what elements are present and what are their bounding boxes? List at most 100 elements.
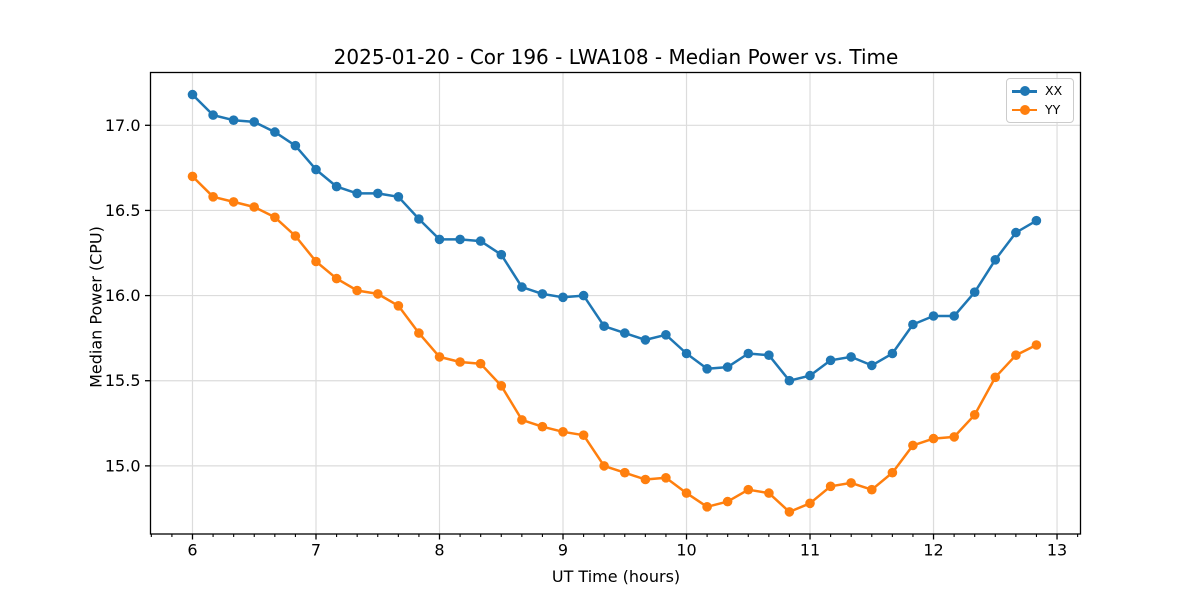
series-yy-point [1031,340,1042,350]
series-xx-point [475,236,486,246]
x-tick-label: 9 [558,541,568,560]
legend-item-xx: XX [1012,82,1068,100]
series-xx-point [764,350,774,361]
series-xx-point [434,234,445,245]
x-tick-label: 8 [434,541,444,560]
series-yy-point [187,171,198,182]
x-tick-label: 13 [1047,541,1067,560]
series-yy-point [764,488,774,498]
series-yy-point [702,502,712,512]
series-yy-point [331,273,342,284]
series-yy-point [928,433,939,444]
series-xx-point [887,348,898,359]
legend-line-marker-icon [1012,104,1037,115]
series-xx-point [249,117,259,127]
series-yy-point [290,231,301,241]
series-yy-point [373,289,383,299]
legend-line-marker-icon [1012,86,1037,97]
series-xx-point [352,188,362,199]
series-yy-point [990,372,1001,383]
series-xx-point [640,335,651,345]
series-xx-point [805,370,815,381]
series-yy-point [537,421,548,432]
series-xx-point [599,321,609,332]
series-yy-point [578,430,589,441]
series-xx-point [908,319,918,330]
series-yy-point [455,357,465,367]
series-yy-point [208,192,218,202]
series-yy-point [270,212,280,223]
series-xx-point [311,164,321,175]
series-xx-point [743,348,754,359]
plot-frame [149,71,1082,535]
series-yy-point [969,410,980,420]
series-yy-point [517,415,527,425]
series-xx-point [393,192,404,202]
series-yy-point [496,381,507,391]
x-tick-label: 11 [800,541,820,560]
y-tick-label: 16.5 [105,201,141,220]
series-yy-point [949,432,959,442]
series-yy-point [599,461,609,471]
series-yy-point [661,473,671,483]
legend: XX YY [1006,78,1074,123]
series-xx-point [969,287,980,298]
legend-item-yy: YY [1012,101,1068,119]
series-xx-point [373,188,383,199]
series-xx-point [228,115,239,125]
series-xx-point [681,348,692,359]
series-xx-point [537,289,548,299]
series-xx-point [928,311,939,321]
series-xx-point [414,214,424,224]
series-yy-point [867,484,877,495]
chart-title: 2025-01-20 - Cor 196 - LWA108 - Median P… [333,45,899,69]
series-yy-point [1011,350,1021,361]
legend-label-xx: XX [1045,83,1063,98]
series-yy-point [825,481,836,492]
series-xx-point [496,249,507,260]
series-yy-point [722,496,733,507]
series-xx-point [270,127,280,137]
series-xx-point [1011,227,1021,238]
series-xx-point [578,290,589,301]
series-yy-point [393,301,404,311]
x-tick-label: 10 [676,541,696,560]
series-yy-point [228,197,239,207]
series-xx-point [990,254,1001,265]
series-xx-point [784,375,795,386]
series-xx-point [620,328,630,338]
x-tick-label: 7 [311,541,321,560]
series-yy-point [311,256,321,267]
series-yy-point [805,498,815,509]
series-xx-point [825,355,836,366]
series-yy-point [352,285,362,296]
series-xx-point [949,311,959,321]
y-tick-label: 17.0 [105,116,141,135]
x-tick-label: 12 [923,541,943,560]
legend-label-yy: YY [1045,101,1061,117]
series-yy-point [249,202,259,212]
series-yy-point [784,507,795,517]
series-xx-point [208,110,218,120]
series-xx-point [187,89,198,100]
series-yy-point [558,427,568,437]
series-xx-line [191,93,1038,382]
series-xx-point [1031,215,1042,226]
y-axis-label: Median Power (CPU) [86,226,106,388]
series-xx-point [867,360,877,371]
series-yy-point [743,484,754,495]
series-xx-point [702,364,712,374]
y-tick-label: 15.0 [105,456,141,475]
y-tick-label: 16.0 [105,286,141,305]
x-axis-label: UT Time (hours) [551,567,681,586]
series-xx-point [331,181,342,192]
series-xx-point [290,140,301,151]
series-yy-point [908,440,918,451]
series-yy-point [620,467,630,478]
x-tick-label: 6 [187,541,197,560]
series-yy-point [681,488,692,498]
series-yy-point [414,328,424,338]
series-yy-point [846,478,856,488]
